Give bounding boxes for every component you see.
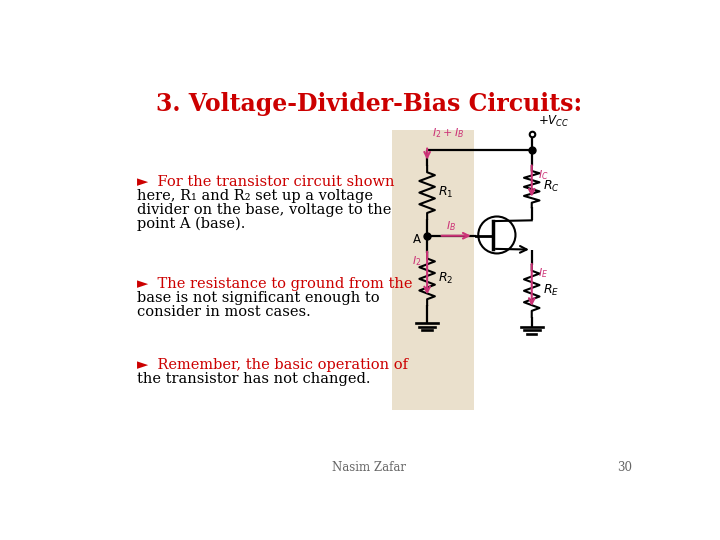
Text: ►  Remember, the basic operation of: ► Remember, the basic operation of [138,358,408,372]
Text: 3. Voltage-Divider-Bias Circuits:: 3. Voltage-Divider-Bias Circuits: [156,92,582,116]
Text: base is not significant enough to: base is not significant enough to [138,291,380,305]
Text: consider in most cases.: consider in most cases. [138,305,311,319]
Text: A: A [413,233,421,246]
Text: divider on the base, voltage to the: divider on the base, voltage to the [138,202,392,217]
Text: $R_C$: $R_C$ [543,179,559,194]
Text: point A (base).: point A (base). [138,217,246,231]
Text: $I_2$: $I_2$ [412,254,421,268]
Text: the transistor has not changed.: the transistor has not changed. [138,372,371,386]
Text: here, R₁ and R₂ set up a voltage: here, R₁ and R₂ set up a voltage [138,189,374,203]
Text: $R_1$: $R_1$ [438,185,454,200]
Text: $R_E$: $R_E$ [543,284,559,298]
Text: $R_2$: $R_2$ [438,271,454,286]
Text: $I_2+I_B$: $I_2+I_B$ [432,126,464,140]
Text: ►  The resistance to ground from the: ► The resistance to ground from the [138,277,413,291]
Text: 30: 30 [618,462,632,475]
Text: $I_B$: $I_B$ [446,220,456,233]
Text: ►  For the transistor circuit shown: ► For the transistor circuit shown [138,175,395,189]
Bar [392,130,474,410]
Text: $I_E$: $I_E$ [538,267,548,280]
Text: Nasim Zafar: Nasim Zafar [332,462,406,475]
Text: $I_C$: $I_C$ [538,168,549,182]
Text: +$V_{CC}$: +$V_{CC}$ [538,114,570,130]
